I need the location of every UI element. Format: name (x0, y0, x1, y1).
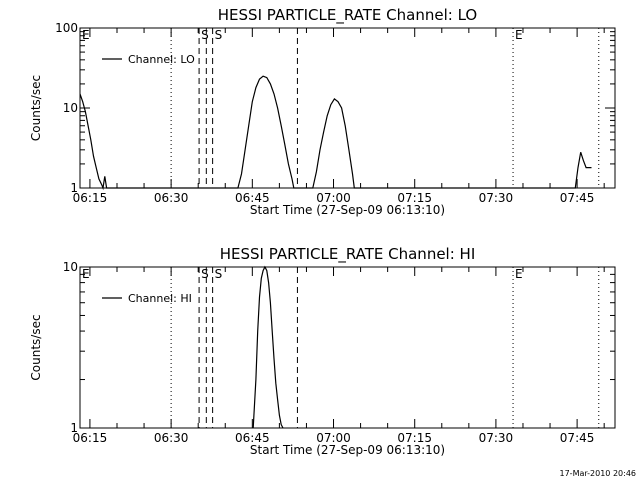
event-marker-label: S (215, 267, 223, 281)
event-marker-label: S (201, 28, 209, 42)
x-tick-label: 06:45 (235, 431, 270, 445)
y-axis-label: Counts/sec (29, 75, 43, 141)
plot-timestamp: 17-Mar-2010 20:46 (559, 469, 637, 478)
x-tick-label: 07:30 (479, 431, 514, 445)
series-line (79, 75, 592, 191)
x-tick-label: 07:30 (479, 191, 514, 205)
event-marker-label: E (515, 267, 523, 281)
event-marker-label: E (82, 28, 90, 42)
event-marker-label: S (201, 267, 209, 281)
event-marker-label: S (215, 28, 223, 42)
y-tick-label: 1 (70, 181, 78, 195)
plot-frame (79, 27, 616, 189)
x-axis-label: Start Time (27-Sep-09 06:13:10) (250, 443, 445, 457)
series-line (252, 265, 284, 429)
x-tick-label: 06:15 (73, 191, 108, 205)
y-tick-label: 100 (55, 21, 78, 35)
x-tick-label: 06:30 (154, 191, 189, 205)
chart-title: HESSI PARTICLE_RATE Channel: HI (220, 245, 476, 264)
x-tick-label: 07:15 (397, 431, 432, 445)
y-axis-label: Counts/sec (29, 314, 43, 380)
y-tick-label: 10 (63, 101, 78, 115)
x-tick-label: 07:15 (397, 191, 432, 205)
chart-panel-2: HESSI PARTICLE_RATE Channel: HI 06:15 06:3… (29, 245, 616, 457)
x-axis-label: Start Time (27-Sep-09 06:13:10) (250, 203, 445, 217)
legend-label: Channel: LO (128, 53, 195, 66)
y-tick-label: 10 (63, 260, 78, 274)
x-tick-label: 06:30 (154, 431, 189, 445)
x-tick-label: 07:45 (560, 431, 595, 445)
y-tick-label: 1 (70, 421, 78, 435)
chart-panel-1: HESSI PARTICLE_RATE Channel: LO 06:15 06:3… (29, 6, 616, 217)
event-marker-label: E (515, 28, 523, 42)
chart-title: HESSI PARTICLE_RATE Channel: LO (218, 6, 477, 25)
x-tick-label: 07:45 (560, 191, 595, 205)
legend-label: Channel: HI (128, 292, 192, 305)
x-tick-label: 07:00 (316, 191, 351, 205)
x-tick-label: 06:45 (235, 191, 270, 205)
event-marker-label: E (82, 267, 90, 281)
x-tick-label: 06:15 (73, 431, 108, 445)
x-tick-label: 07:00 (316, 431, 351, 445)
